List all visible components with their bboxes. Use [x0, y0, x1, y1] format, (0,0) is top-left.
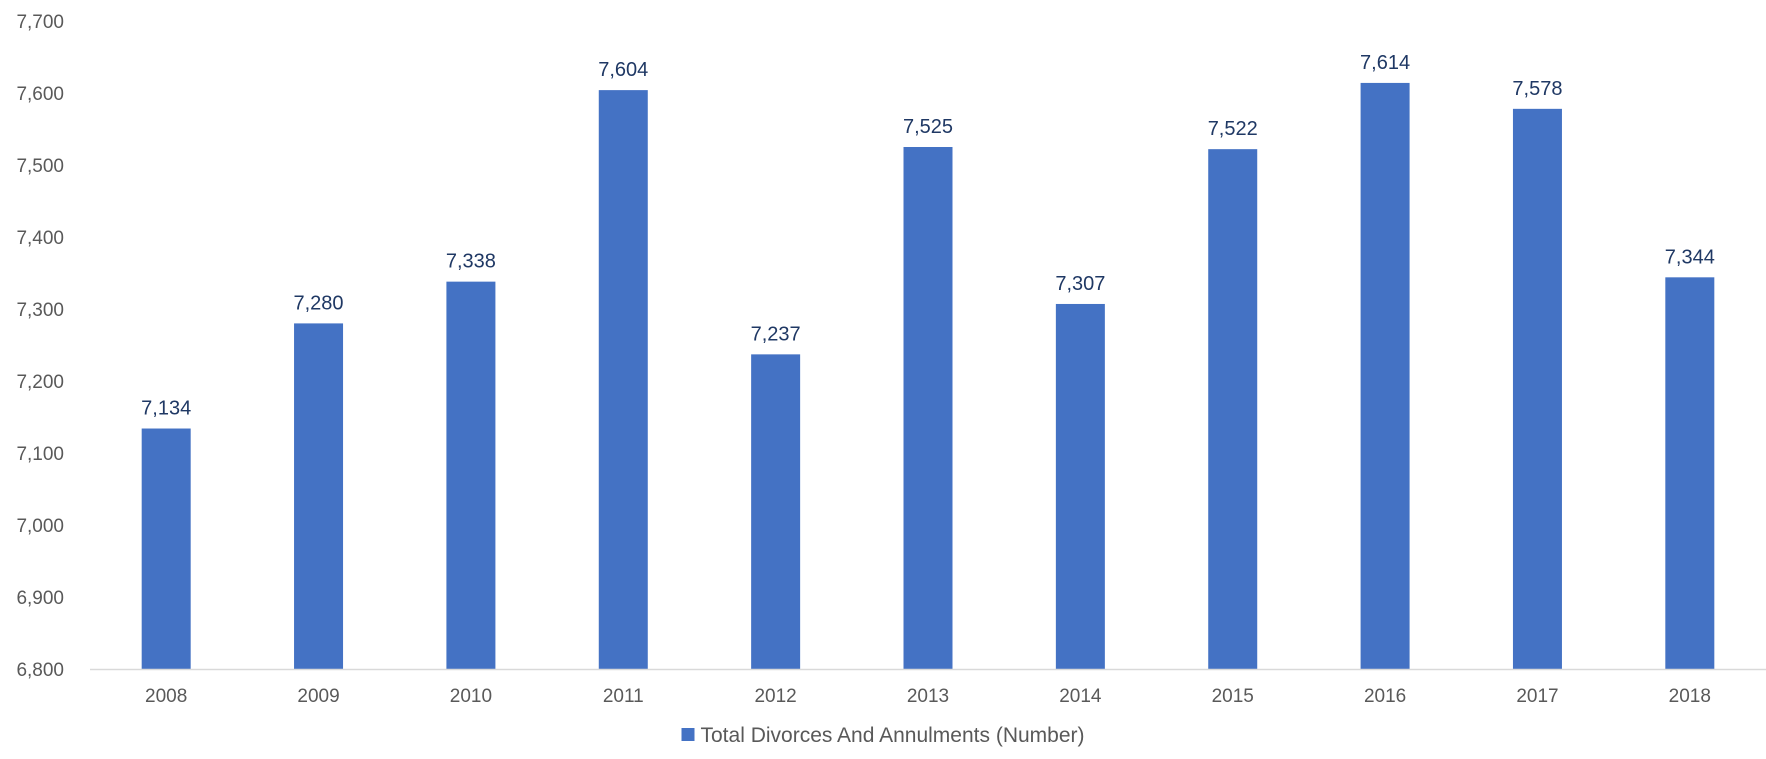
data-label: 7,338 — [446, 251, 496, 273]
x-tick-label: 2011 — [603, 686, 644, 707]
bar — [751, 354, 801, 669]
y-tick-label: 7,700 — [16, 12, 64, 33]
x-tick-label: 2010 — [450, 686, 492, 707]
bar — [903, 147, 953, 669]
y-tick-label: 7,200 — [16, 372, 64, 393]
y-tick-label: 7,000 — [16, 516, 64, 537]
data-label: 7,307 — [1055, 273, 1105, 295]
data-label: 7,604 — [598, 59, 648, 81]
bar — [1055, 303, 1105, 669]
bar — [1208, 149, 1258, 669]
x-tick-label: 2015 — [1212, 686, 1254, 707]
data-label: 7,280 — [294, 292, 344, 314]
x-axis-ticks: 2008 2009 2010 2011 2012 2013 2014 2015 2016 2017… — [145, 686, 1711, 707]
y-tick-label: 6,800 — [16, 660, 64, 681]
x-tick-label: 2012 — [754, 686, 796, 707]
y-tick-label: 7,400 — [16, 228, 64, 249]
x-tick-label: 2014 — [1059, 686, 1102, 707]
x-tick-label: 2018 — [1669, 686, 1711, 707]
data-label: 7,237 — [751, 323, 801, 345]
bars-group — [141, 82, 1715, 670]
data-label: 7,578 — [1512, 78, 1562, 100]
y-tick-label: 7,100 — [16, 444, 64, 465]
x-tick-label: 2017 — [1516, 686, 1558, 707]
bar — [1360, 82, 1410, 670]
y-tick-label: 6,900 — [16, 588, 64, 609]
legend: Total Divorces And Annulments (Number) — [681, 724, 1085, 747]
data-label: 7,522 — [1208, 118, 1258, 140]
data-label: 7,344 — [1665, 246, 1715, 268]
data-labels-group: 7,134 7,280 7,338 7,604 7,237 7,525 7,307 7,522… — [141, 52, 1715, 420]
bar — [1512, 108, 1562, 670]
bar — [446, 281, 496, 669]
data-label: 7,525 — [903, 116, 953, 138]
y-tick-label: 7,500 — [16, 156, 64, 177]
bar — [1665, 277, 1715, 669]
bar — [141, 428, 191, 669]
y-tick-label: 7,300 — [16, 300, 64, 321]
legend-label: Total Divorces And Annulments (Number) — [701, 724, 1085, 747]
y-tick-label: 7,600 — [16, 84, 64, 105]
x-tick-label: 2008 — [145, 686, 187, 707]
bar — [598, 90, 648, 670]
x-tick-label: 2009 — [297, 686, 339, 707]
x-tick-label: 2016 — [1364, 686, 1406, 707]
data-label: 7,614 — [1360, 52, 1410, 74]
y-axis-ticks: 6,800 6,900 7,000 7,100 7,200 7,300 7,400 7,500… — [16, 12, 64, 681]
x-tick-label: 2013 — [907, 686, 949, 707]
legend-swatch — [681, 728, 695, 741]
data-label: 7,134 — [141, 398, 191, 420]
bar — [294, 323, 344, 669]
